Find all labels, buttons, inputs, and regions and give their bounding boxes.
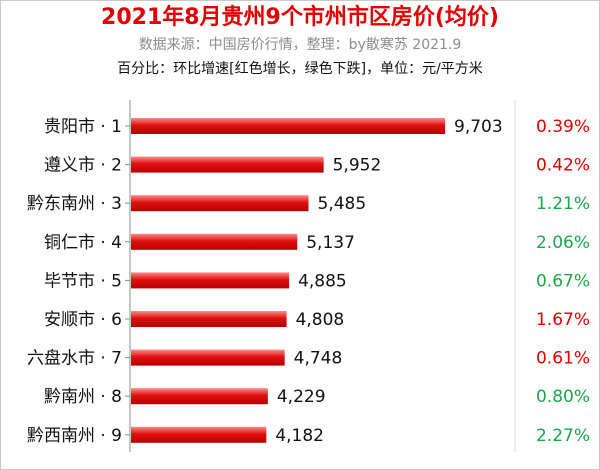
chart-subtitle: 数据来源：中国房价行情，整理：by散寒苏 2021.9: [138, 37, 462, 53]
value-label: 4,808: [296, 310, 345, 330]
category-label: 黔西南州 · 9: [27, 426, 122, 446]
value-label: 4,748: [294, 349, 343, 369]
category-label: 安顺市 · 6: [44, 310, 122, 330]
bar: [131, 388, 268, 405]
mom-change-label: 2.27%: [536, 426, 590, 446]
value-label: 9,703: [454, 117, 503, 137]
bar: [131, 426, 267, 443]
bar: [131, 349, 285, 366]
mom-change-label: 0.67%: [536, 271, 590, 291]
value-label: 5,952: [333, 156, 382, 176]
chart-note: 百分比：环比增速[红色增长，绿色下跌]，单位：元/平方米: [117, 61, 483, 77]
bar: [131, 311, 287, 327]
value-label: 4,182: [275, 426, 324, 446]
category-label: 贵阳市 · 1: [44, 117, 122, 137]
category-label: 遵义市 · 2: [44, 156, 122, 176]
category-label: 毕节市 · 5: [44, 271, 122, 291]
mom-change-label: 0.61%: [536, 349, 590, 369]
category-label: 黔东南州 · 3: [27, 194, 122, 214]
value-label: 4,229: [277, 387, 326, 407]
category-label: 六盘水市 · 7: [27, 349, 122, 369]
bar: [131, 118, 445, 134]
category-label: 铜仁市 · 4: [44, 233, 122, 253]
mom-change-label: 1.67%: [536, 310, 590, 330]
mom-change-label: 0.39%: [536, 117, 590, 137]
value-label: 5,485: [318, 194, 367, 214]
mom-change-label: 0.42%: [536, 156, 590, 176]
value-label: 4,885: [298, 271, 347, 291]
mom-change-label: 0.80%: [536, 387, 590, 407]
mom-change-label: 2.06%: [536, 233, 590, 253]
bar: [131, 156, 324, 173]
mom-change-label: 1.21%: [536, 194, 590, 214]
bar: [131, 195, 309, 212]
category-label: 黔南州 · 8: [44, 387, 122, 407]
bar: [131, 233, 298, 250]
value-label: 5,137: [306, 233, 355, 253]
chart-title: 2021年8月贵州9个市州市区房价(均价): [101, 5, 499, 30]
bar: [131, 272, 290, 289]
